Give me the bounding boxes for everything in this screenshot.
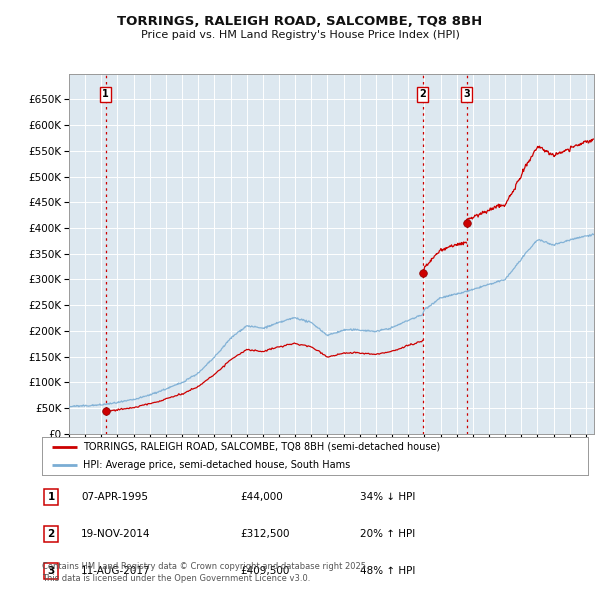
- Text: 19-NOV-2014: 19-NOV-2014: [81, 529, 151, 539]
- Text: 11-AUG-2017: 11-AUG-2017: [81, 566, 151, 576]
- Text: Price paid vs. HM Land Registry's House Price Index (HPI): Price paid vs. HM Land Registry's House …: [140, 30, 460, 40]
- Text: TORRINGS, RALEIGH ROAD, SALCOMBE, TQ8 8BH: TORRINGS, RALEIGH ROAD, SALCOMBE, TQ8 8B…: [118, 15, 482, 28]
- Text: 1: 1: [102, 89, 109, 99]
- Text: 20% ↑ HPI: 20% ↑ HPI: [360, 529, 415, 539]
- Text: TORRINGS, RALEIGH ROAD, SALCOMBE, TQ8 8BH (semi-detached house): TORRINGS, RALEIGH ROAD, SALCOMBE, TQ8 8B…: [83, 442, 440, 452]
- Text: 2: 2: [419, 89, 426, 99]
- Text: 1: 1: [47, 492, 55, 502]
- Text: HPI: Average price, semi-detached house, South Hams: HPI: Average price, semi-detached house,…: [83, 460, 350, 470]
- Text: £312,500: £312,500: [240, 529, 290, 539]
- Text: Contains HM Land Registry data © Crown copyright and database right 2025.
This d: Contains HM Land Registry data © Crown c…: [42, 562, 368, 583]
- Text: £44,000: £44,000: [240, 492, 283, 502]
- Text: 2: 2: [47, 529, 55, 539]
- Text: £409,500: £409,500: [240, 566, 289, 576]
- Text: 34% ↓ HPI: 34% ↓ HPI: [360, 492, 415, 502]
- Text: 48% ↑ HPI: 48% ↑ HPI: [360, 566, 415, 576]
- Text: 07-APR-1995: 07-APR-1995: [81, 492, 148, 502]
- Text: 3: 3: [47, 566, 55, 576]
- Text: 3: 3: [463, 89, 470, 99]
